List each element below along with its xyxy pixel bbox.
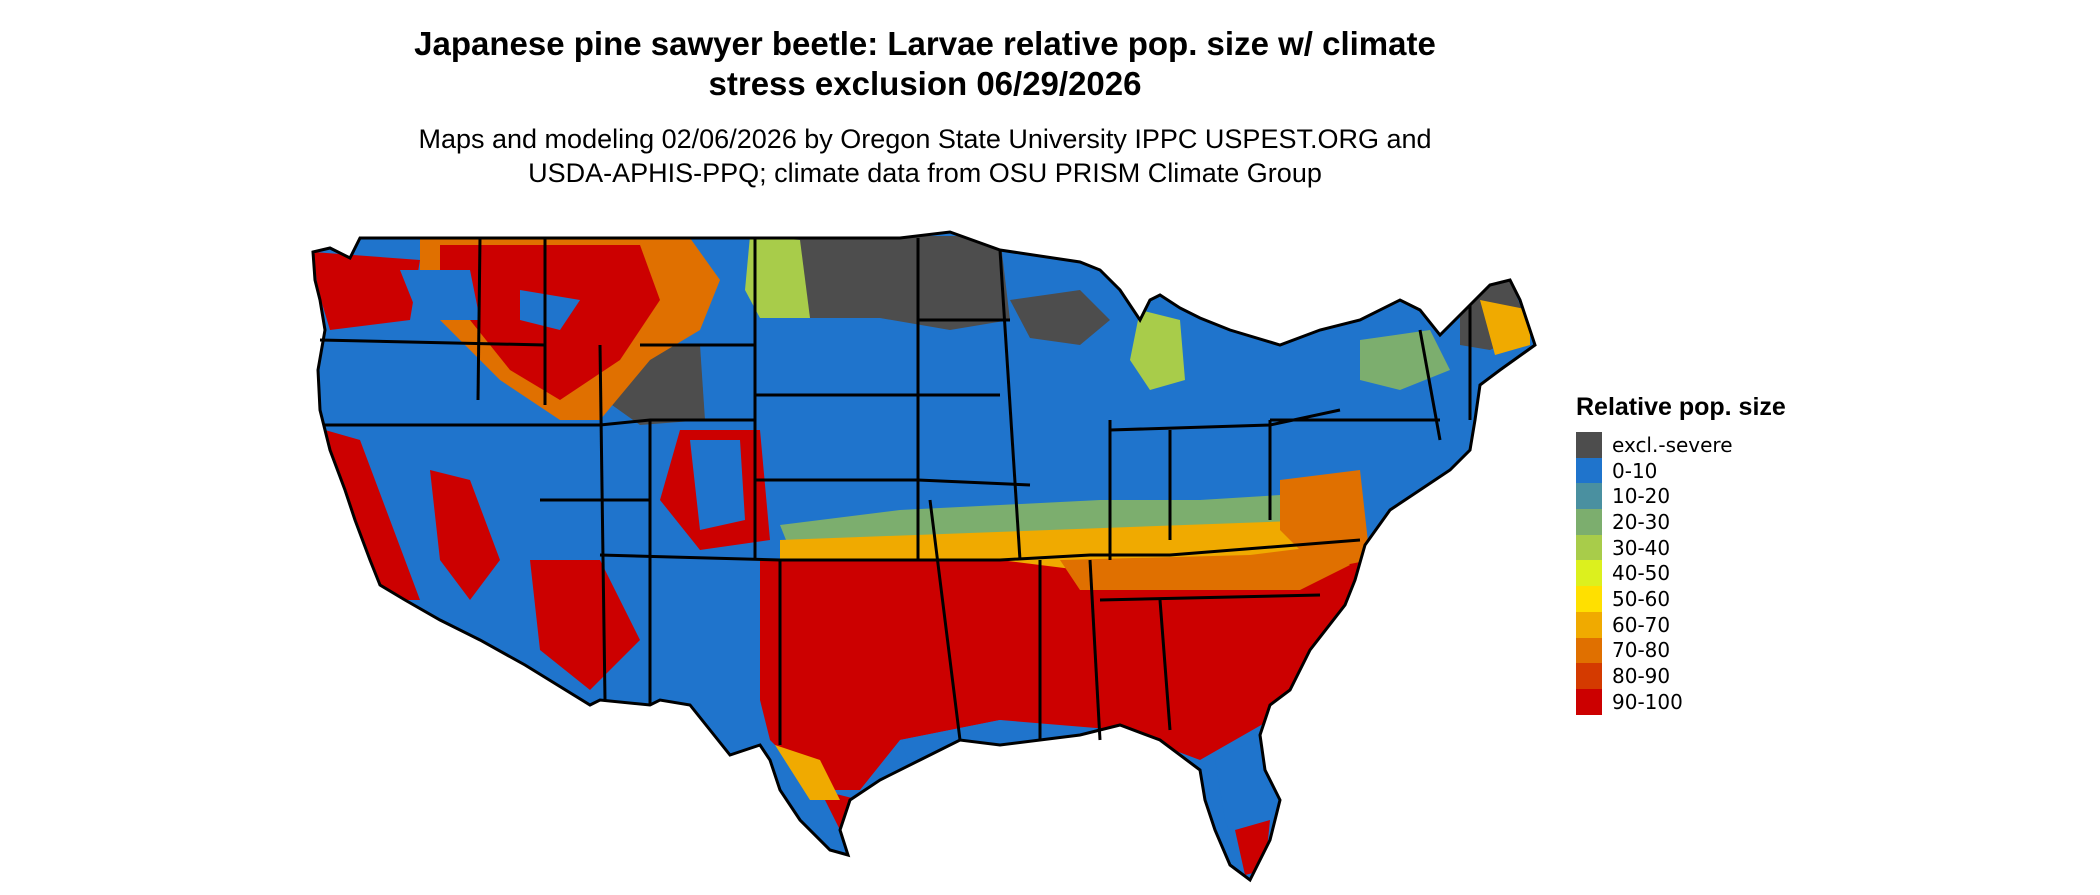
- legend-item: excl.-severe: [1576, 432, 1836, 458]
- map-title: Japanese pine sawyer beetle: Larvae rela…: [340, 24, 1510, 104]
- legend-swatch: [1576, 611, 1602, 638]
- legend-swatch: [1576, 457, 1602, 484]
- legend-item: 10-20: [1576, 483, 1836, 510]
- legend-swatch: [1576, 688, 1602, 715]
- legend-label: 20-30: [1612, 509, 1671, 534]
- legend-label: 10-20: [1612, 484, 1671, 509]
- legend: Relative pop. size excl.-severe 0-10 10-20…: [1576, 393, 1836, 715]
- map-title-line-1: Japanese pine sawyer beetle: Larvae rela…: [414, 25, 1436, 62]
- legend-swatch: [1576, 560, 1602, 587]
- legend-item: 0-10: [1576, 457, 1836, 484]
- legend-item: 90-100: [1576, 688, 1836, 715]
- legend-swatch: [1576, 586, 1602, 612]
- legend-label: 90-100: [1612, 689, 1683, 714]
- legend-swatch: [1576, 637, 1602, 664]
- legend-swatch: [1576, 432, 1602, 458]
- map-subtitle: Maps and modeling 02/06/2026 by Oregon S…: [340, 122, 1510, 190]
- legend-swatch: [1576, 483, 1602, 510]
- legend-item: 60-70: [1576, 611, 1836, 638]
- legend-label: 50-60: [1612, 586, 1671, 611]
- legend-swatch: [1576, 663, 1602, 689]
- legend-item: 70-80: [1576, 637, 1836, 664]
- legend-item: 80-90: [1576, 663, 1836, 689]
- legend-label: excl.-severe: [1612, 432, 1733, 457]
- legend-label: 30-40: [1612, 535, 1671, 560]
- legend-label: 60-70: [1612, 612, 1671, 637]
- legend-title: Relative pop. size: [1576, 393, 1786, 421]
- legend-item: 50-60: [1576, 586, 1836, 612]
- map-title-line-2: stress exclusion 06/29/2026: [708, 65, 1142, 102]
- map-subtitle-line-2: USDA-APHIS-PPQ; climate data from OSU PR…: [528, 158, 1322, 188]
- legend-swatch: [1576, 534, 1602, 561]
- map-subtitle-line-1: Maps and modeling 02/06/2026 by Oregon S…: [418, 124, 1432, 154]
- legend-label: 70-80: [1612, 638, 1671, 663]
- legend-item: 20-30: [1576, 509, 1836, 535]
- legend-label: 80-90: [1612, 664, 1671, 689]
- legend-items: excl.-severe 0-10 10-20 20-30 30-40 40-50 50-6…: [1576, 432, 1836, 715]
- legend-item: 30-40: [1576, 534, 1836, 561]
- us-map: [311, 230, 1537, 883]
- legend-swatch: [1576, 509, 1602, 535]
- state-borders: [311, 230, 1537, 883]
- legend-label: 0-10: [1612, 458, 1658, 483]
- legend-label: 40-50: [1612, 561, 1671, 586]
- legend-item: 40-50: [1576, 560, 1836, 587]
